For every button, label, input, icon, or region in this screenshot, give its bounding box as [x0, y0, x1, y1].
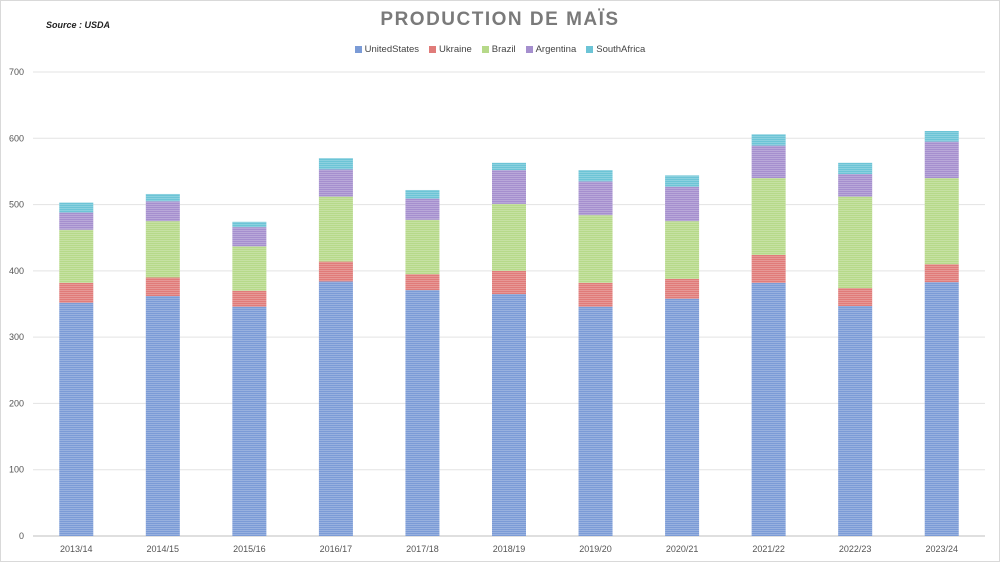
bar-segment-texture	[59, 212, 94, 230]
bar-segment-texture	[492, 203, 526, 271]
legend-item: Argentina	[525, 44, 577, 55]
bar-segment-texture	[318, 196, 353, 262]
bar-segment-texture	[232, 246, 267, 291]
x-tick-label: 2018/19	[493, 544, 526, 554]
x-tick-label: 2014/15	[147, 544, 180, 554]
chart-title: PRODUCTION DE MAÏS	[380, 9, 620, 30]
bar-segment-texture	[665, 175, 700, 187]
bar-segment-texture	[318, 169, 353, 197]
bar-segment-texture	[665, 298, 700, 536]
y-tick-label: 300	[9, 332, 24, 342]
bar-segment-texture	[838, 162, 873, 175]
legend-item: UnitedStates	[354, 44, 420, 55]
bar-segment-texture	[318, 261, 353, 282]
legend-swatch	[429, 46, 437, 53]
legend-label: UnitedStates	[364, 44, 420, 55]
x-tick-label: 2022/23	[839, 544, 872, 554]
y-tick-label: 400	[9, 266, 24, 276]
bar-segment-texture	[59, 282, 94, 303]
bar-segment-texture	[751, 134, 786, 146]
bar-segment-texture	[578, 306, 613, 536]
bar-segment-texture	[232, 221, 267, 228]
bar-segment-texture	[578, 170, 613, 182]
legend-label: Brazil	[491, 44, 516, 55]
bar-segment-texture	[924, 130, 959, 142]
bar-segment-texture	[665, 221, 700, 279]
bar-segment-texture	[924, 264, 959, 283]
legend-label: Ukraine	[439, 44, 472, 55]
bar-segment-texture	[924, 141, 959, 179]
x-tick-label: 2016/17	[320, 544, 353, 554]
bar-segment-texture	[59, 202, 94, 213]
bar-segment-texture	[492, 270, 526, 295]
source-note: Source : USDA	[46, 20, 111, 30]
bar-segment-texture	[838, 196, 873, 289]
x-tick-label: 2020/21	[666, 544, 699, 554]
bar-segment-texture	[924, 178, 959, 265]
bar-segment-texture	[838, 174, 873, 197]
bar-segment-texture	[59, 229, 94, 283]
x-tick-label: 2023/24	[925, 544, 958, 554]
y-tick-label: 500	[9, 200, 24, 210]
x-tick-label: 2013/14	[60, 544, 93, 554]
bar-segment-texture	[751, 254, 786, 283]
bar-segment-texture	[578, 181, 613, 216]
x-tick-label: 2015/16	[233, 544, 266, 554]
y-tick-label: 600	[9, 133, 24, 143]
x-tick-label: 2017/18	[406, 544, 439, 554]
bar-segment-texture	[232, 306, 267, 536]
bar-segment-texture	[405, 198, 440, 220]
legend-item: Brazil	[481, 44, 516, 55]
bar-segment-texture	[318, 281, 353, 536]
bar-segment-texture	[838, 288, 873, 306]
bar-segment-texture	[751, 282, 786, 536]
legend-label: SouthAfrica	[596, 44, 646, 55]
y-tick-label: 0	[19, 531, 24, 541]
bar-segment-texture	[751, 178, 786, 255]
bar-segment-texture	[405, 219, 440, 275]
bar-segment-texture	[492, 162, 526, 171]
y-tick-label: 200	[9, 398, 24, 408]
legend-item: Ukraine	[429, 44, 472, 55]
bar-segment-texture	[405, 274, 440, 291]
legend-swatch	[525, 46, 533, 53]
bar-segment-texture	[59, 302, 94, 536]
bar-segment-texture	[492, 294, 526, 536]
bar-segment-texture	[145, 193, 180, 202]
bar-segment-texture	[751, 145, 786, 179]
bar-segment-texture	[665, 278, 700, 299]
bar-segment-texture	[405, 290, 440, 536]
legend: UnitedStates Ukraine Brazil Argentina SouthA…	[0, 44, 1000, 55]
bar-segment-texture	[665, 186, 700, 222]
bar-segment-texture	[232, 227, 267, 247]
bar-segment-texture	[924, 282, 959, 536]
bar-segment-texture	[145, 296, 180, 536]
legend-swatch	[354, 46, 362, 53]
bar-segment-texture	[232, 290, 267, 307]
bar-segment-texture	[578, 282, 613, 307]
legend-swatch	[481, 46, 489, 53]
bar-segment-texture	[318, 158, 353, 170]
bar-segment-texture	[838, 305, 873, 536]
bar-segment-texture	[145, 201, 180, 222]
bar-segment-texture	[578, 215, 613, 283]
y-tick-label: 100	[9, 465, 24, 475]
bar-segment-texture	[145, 277, 180, 297]
legend-swatch	[586, 46, 594, 53]
x-tick-label: 2019/20	[579, 544, 612, 554]
legend-label: Argentina	[535, 44, 577, 55]
bar-segment-texture	[492, 170, 526, 204]
bar-segment-texture	[405, 189, 440, 199]
y-tick-label: 700	[9, 67, 24, 77]
bar-segment-texture	[145, 221, 180, 278]
x-tick-label: 2021/22	[752, 544, 785, 554]
legend-item: SouthAfrica	[586, 44, 645, 55]
